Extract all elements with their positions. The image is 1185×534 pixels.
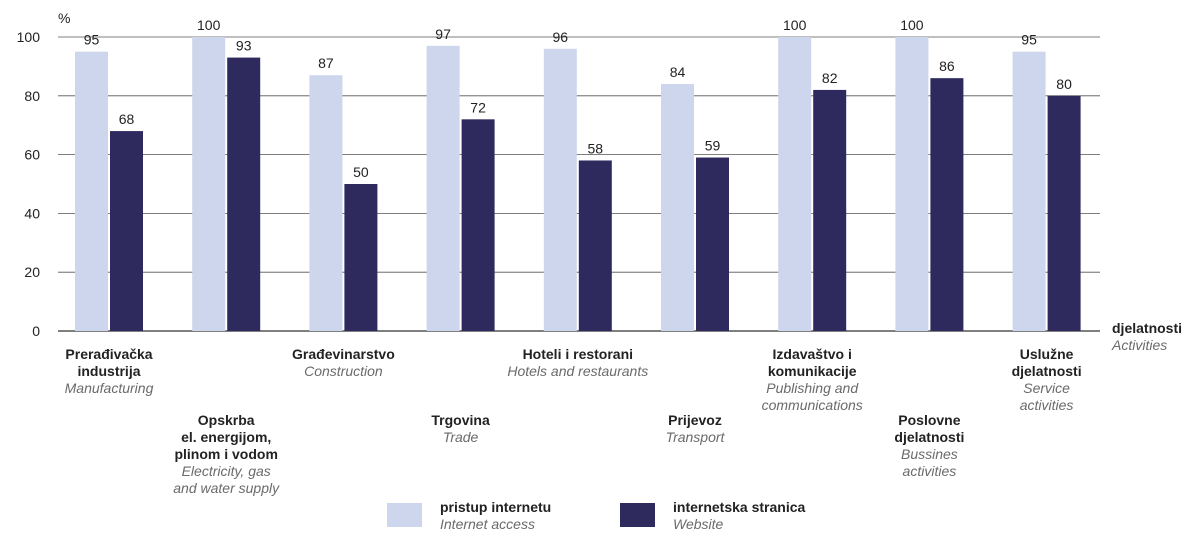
category-sublabel: Publishing and xyxy=(766,380,859,396)
bar-internet-access-8 xyxy=(1012,51,1046,331)
y-tick-label: 20 xyxy=(24,264,40,280)
data-label: 84 xyxy=(670,64,686,80)
category-sublabel: Construction xyxy=(304,363,383,379)
bar-website-0 xyxy=(110,131,143,331)
data-label: 68 xyxy=(119,111,135,127)
bar-website-7 xyxy=(930,78,964,331)
legend-sublabel-internet-access: Internet access xyxy=(440,516,535,532)
category-label: Poslovne xyxy=(898,412,960,428)
data-label: 100 xyxy=(900,17,924,33)
data-label: 72 xyxy=(470,99,486,115)
legend: pristup internetu Internet access intern… xyxy=(387,499,805,532)
bar-internet-access-5 xyxy=(661,84,694,331)
category-label: Hoteli i restorani xyxy=(523,346,633,362)
category-label: Građevinarstvo xyxy=(292,346,395,362)
x-axis-title-primary: djelatnosti xyxy=(1112,320,1182,336)
data-label: 58 xyxy=(588,140,604,156)
bar-internet-access-7 xyxy=(895,37,929,331)
legend-label-website: internetska stranica xyxy=(673,499,805,515)
legend-sublabel-website: Website xyxy=(673,516,724,532)
data-label: 80 xyxy=(1056,76,1072,92)
legend-label-internet-access: pristup internetu xyxy=(440,499,551,515)
bar-website-5 xyxy=(696,157,729,331)
data-label: 96 xyxy=(553,29,569,45)
data-label: 59 xyxy=(705,138,721,154)
y-tick-label: 40 xyxy=(24,205,40,221)
bar-website-6 xyxy=(813,89,847,331)
data-label: 86 xyxy=(939,58,955,74)
category-label: plinom i vodom xyxy=(174,446,277,462)
y-tick-label: 100 xyxy=(17,29,41,45)
category-label: djelatnosti xyxy=(1012,363,1082,379)
bar-website-2 xyxy=(344,184,378,331)
data-label: 97 xyxy=(435,26,451,42)
category-sublabel: Transport xyxy=(666,429,726,445)
category-label: Opskrba xyxy=(198,412,255,428)
data-label: 87 xyxy=(318,55,334,71)
category-sublabel: communications xyxy=(762,397,863,413)
bar-website-8 xyxy=(1047,95,1081,331)
y-tick-label: 60 xyxy=(24,147,40,163)
data-label: 100 xyxy=(197,17,221,33)
bar-website-3 xyxy=(461,119,495,331)
category-sublabel: Trade xyxy=(443,429,479,445)
category-label: Prijevoz xyxy=(668,412,722,428)
category-label: Izdavaštvo i xyxy=(773,346,852,362)
category-label: Uslužne xyxy=(1020,346,1074,362)
category-sublabel: Electricity, gas xyxy=(182,463,271,479)
data-label: 82 xyxy=(822,70,838,86)
category-sublabel: Hotels and restaurants xyxy=(507,363,648,379)
category-sublabel: activities xyxy=(903,463,957,479)
y-tick-label: 80 xyxy=(24,88,40,104)
labels-layer: 0 20 40 60 80 100 95 68 PrerađivačkaindustrijaMa… xyxy=(17,17,1082,496)
category-sublabel: Bussines xyxy=(901,446,958,462)
category-label: djelatnosti xyxy=(894,429,964,445)
x-axis-title-secondary: Activities xyxy=(1111,337,1167,353)
legend-swatch-internet-access xyxy=(387,503,422,527)
bar-internet-access-0 xyxy=(75,51,108,331)
bar-website-4 xyxy=(578,160,612,331)
category-label: komunikacije xyxy=(768,363,857,379)
data-label: 95 xyxy=(1021,32,1037,48)
bars-layer xyxy=(75,37,1081,332)
category-sublabel: Service xyxy=(1023,380,1070,396)
bar-internet-access-4 xyxy=(543,48,577,331)
legend-swatch-website xyxy=(620,503,655,527)
category-sublabel: Manufacturing xyxy=(65,380,154,396)
data-label: 50 xyxy=(353,164,369,180)
data-label: 93 xyxy=(236,38,252,54)
bar-internet-access-6 xyxy=(778,37,812,331)
category-label: el. energijom, xyxy=(181,429,271,445)
bar-internet-access-1 xyxy=(192,37,226,331)
bar-internet-access-2 xyxy=(309,75,343,331)
category-sublabel: activities xyxy=(1020,397,1074,413)
bar-internet-access-3 xyxy=(426,45,460,331)
category-label: industrija xyxy=(77,363,140,379)
category-sublabel: and water supply xyxy=(173,480,280,496)
data-label: 100 xyxy=(783,17,807,33)
y-unit-label: % xyxy=(58,10,70,26)
y-tick-label: 0 xyxy=(32,323,40,339)
category-label: Prerađivačka xyxy=(65,346,152,362)
category-label: Trgovina xyxy=(431,412,490,428)
bar-website-1 xyxy=(227,57,261,332)
data-label: 95 xyxy=(84,32,100,48)
